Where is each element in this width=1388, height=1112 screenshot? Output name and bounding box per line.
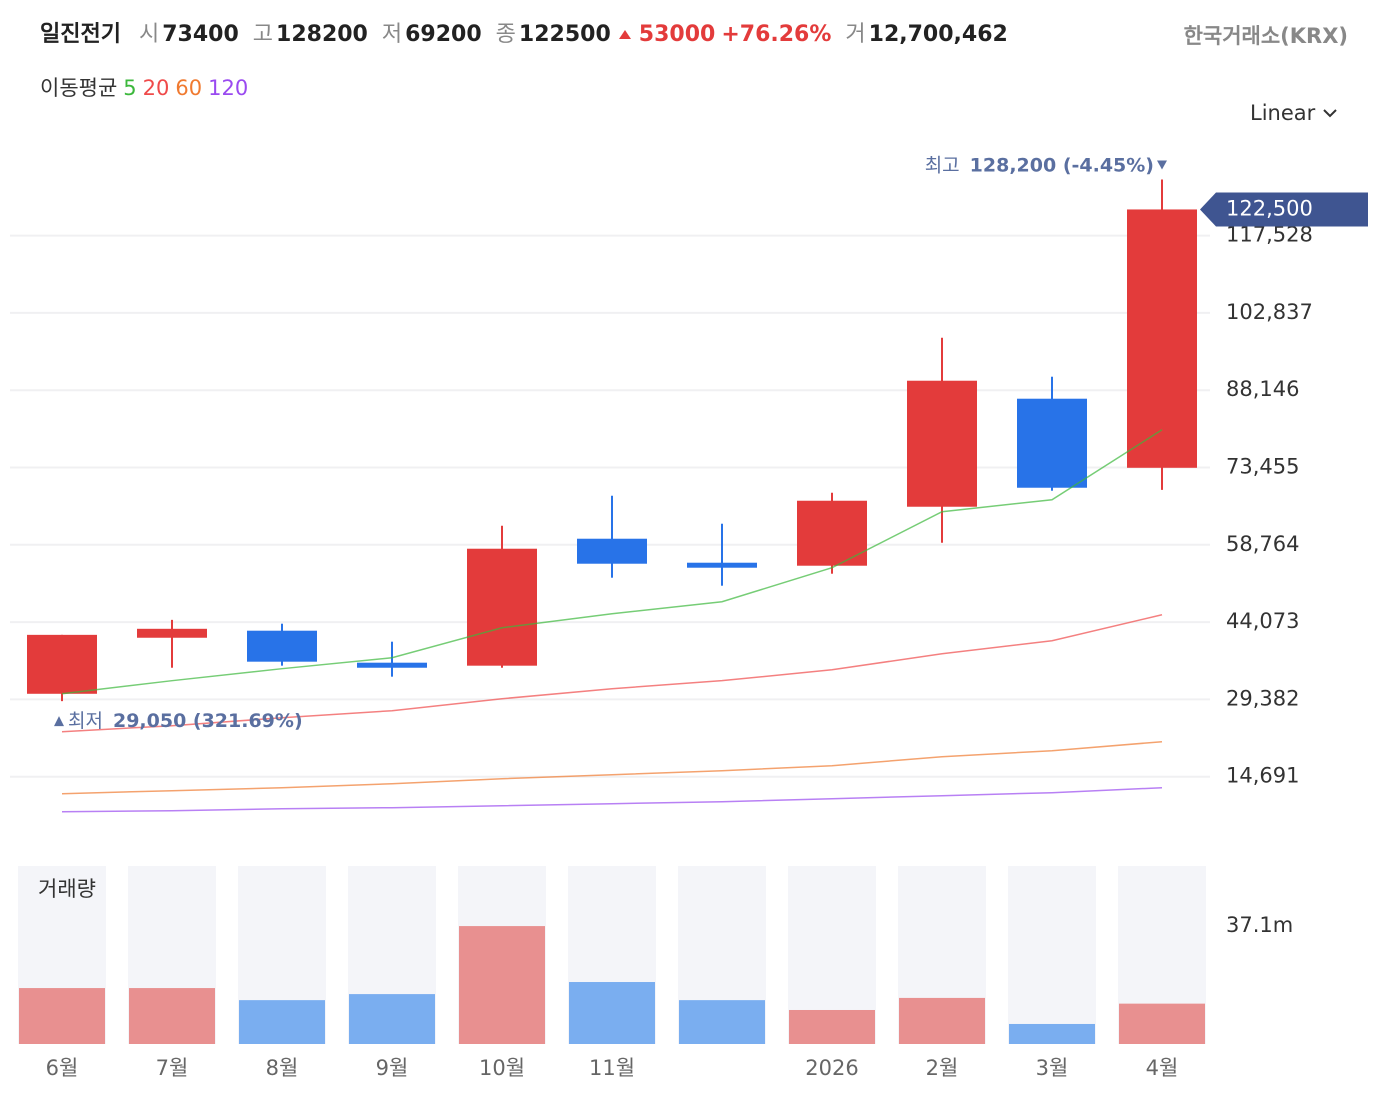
volume-bar — [349, 994, 435, 1044]
x-tick-label: 8월 — [266, 1056, 299, 1080]
candle-body — [687, 562, 757, 568]
low-text: 29,050 (321.69%) — [113, 710, 303, 732]
x-tick-label: 10월 — [479, 1056, 525, 1080]
high-label: 고 — [252, 22, 274, 47]
candle-body — [357, 662, 427, 668]
candle-body — [577, 538, 647, 564]
ma-legend-item: 60 — [175, 76, 203, 100]
volume-bar — [679, 1000, 765, 1044]
candle-body — [907, 380, 977, 507]
moving-average-line — [61, 429, 1163, 695]
volume-label: 거 — [845, 22, 866, 47]
x-tick-label: 7월 — [156, 1056, 189, 1080]
high-prefix: 최고 — [925, 154, 960, 176]
y-tick-label: 14,691 — [1226, 764, 1299, 788]
volume-bar — [1009, 1023, 1095, 1044]
ma-legend-title: 이동평균 — [40, 76, 118, 100]
moving-average-line — [61, 740, 1163, 795]
y-tick-label: 29,382 — [1226, 686, 1299, 710]
low-value: 69200 — [405, 22, 482, 47]
price-tag — [1200, 192, 1368, 227]
price-tag-label: 122,500 — [1226, 196, 1313, 220]
scale-label: Linear — [1250, 101, 1316, 125]
volume-tick-label: 37.1m — [1226, 913, 1293, 937]
low-label: 저 — [381, 22, 403, 47]
volume-bar — [239, 1000, 325, 1044]
moving-average-line — [61, 786, 1163, 813]
exchange: 한국거래소(KRX) — [1183, 24, 1348, 48]
volume-bar — [789, 1009, 875, 1044]
y-tick-label: 88,146 — [1226, 377, 1299, 401]
close-label: 종 — [495, 22, 516, 47]
volume-bar — [1119, 1003, 1205, 1044]
down-icon — [1157, 160, 1167, 170]
y-tick-label: 117,528 — [1226, 223, 1313, 247]
candle-body — [797, 500, 867, 566]
ma-legend: 이동평균 5 20 60 120 — [40, 72, 248, 102]
x-tick-label: 2월 — [926, 1056, 959, 1080]
ma-legend-item: 120 — [208, 76, 249, 100]
x-tick-label: 4월 — [1146, 1056, 1179, 1080]
volume-background — [1008, 866, 1096, 1044]
candle-body — [247, 630, 317, 662]
high-value: 128200 — [276, 22, 368, 47]
up-icon — [54, 716, 64, 727]
volume-title: 거래량 — [38, 877, 96, 901]
change-percent: +76.26% — [721, 22, 832, 47]
close-value: 122500 — [518, 22, 611, 47]
x-tick-label: 11월 — [589, 1056, 635, 1080]
quote-header: 일진전기 시 73400 고 128200 저 69200 종 122500 5… — [40, 16, 1008, 48]
volume-bar — [19, 988, 105, 1044]
x-tick-label: 2026 — [805, 1056, 858, 1080]
candle-body — [467, 548, 537, 666]
x-tick-label: 3월 — [1036, 1056, 1069, 1080]
low-prefix: 최저 — [68, 710, 103, 732]
candle-body — [27, 634, 97, 694]
volume-bar — [569, 982, 655, 1044]
change-value: 53000 — [638, 22, 716, 47]
chevron — [1323, 109, 1337, 118]
scale-selector[interactable]: Linear — [1250, 101, 1343, 125]
candle-body — [1127, 209, 1197, 468]
x-tick-label: 6월 — [46, 1056, 79, 1080]
stock-name: 일진전기 — [40, 22, 121, 47]
y-tick-label: 58,764 — [1226, 532, 1299, 556]
y-tick-label: 73,455 — [1226, 455, 1299, 479]
open-value: 73400 — [162, 22, 239, 47]
y-tick-label: 102,837 — [1226, 300, 1313, 324]
up-icon — [618, 30, 631, 39]
candle-body — [1017, 398, 1087, 488]
volume-bar — [899, 997, 985, 1044]
high-text: 128,200 (-4.45%) — [970, 154, 1154, 176]
volume-bar — [129, 988, 215, 1044]
ma-legend-item: 5 — [123, 76, 137, 100]
volume-value: 12,700,462 — [868, 22, 1008, 47]
candle-body — [137, 628, 207, 638]
y-tick-label: 44,073 — [1226, 609, 1299, 633]
volume-bar — [459, 926, 545, 1044]
ma-legend-item: 20 — [142, 76, 170, 100]
high-annotation: 최고 128,200 (-4.45%) — [925, 154, 1154, 176]
x-tick-label: 9월 — [376, 1056, 409, 1080]
moving-average-line — [61, 614, 1163, 733]
open-label: 시 — [138, 22, 160, 47]
low-annotation: 최저 29,050 (321.69%) — [68, 710, 303, 732]
